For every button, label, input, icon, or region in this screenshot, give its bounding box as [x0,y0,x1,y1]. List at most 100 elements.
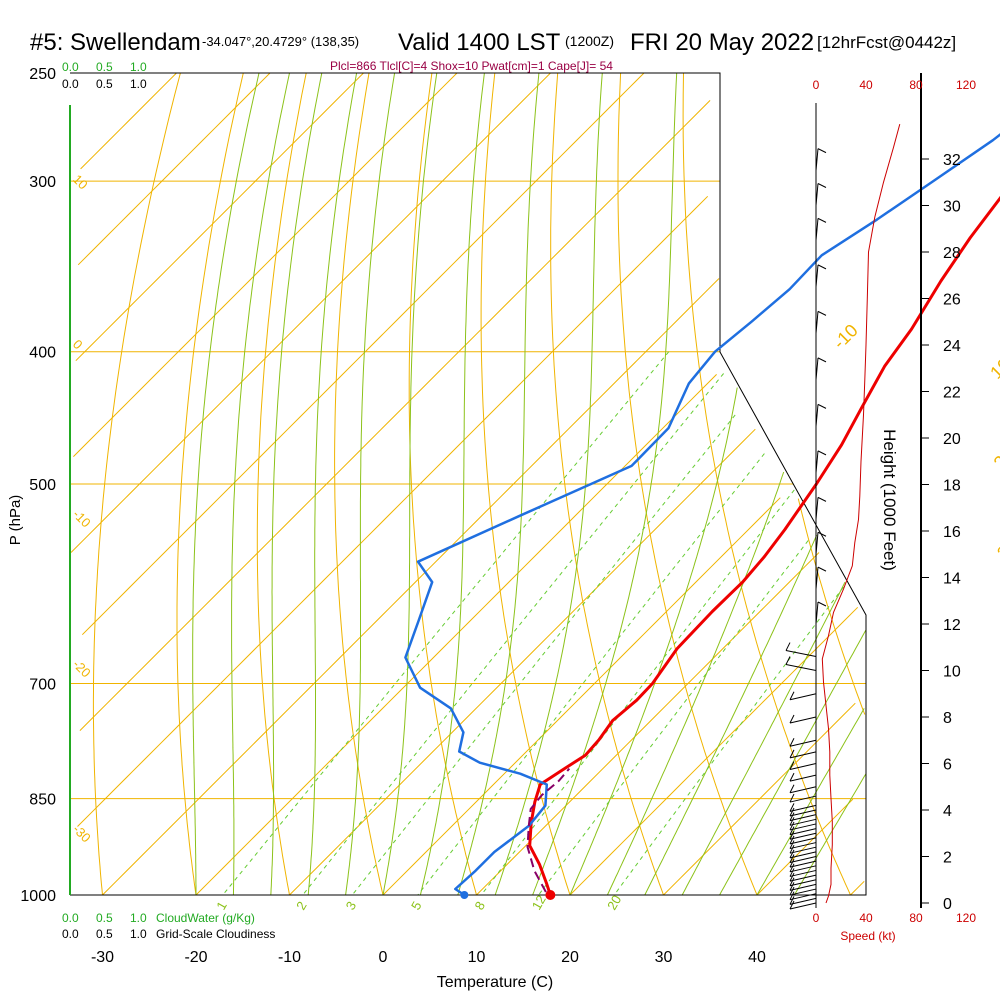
wind-barb-flag [817,264,827,270]
wind-barb [789,786,817,794]
y-axis-title: P (hPa) [7,495,24,546]
speed-bottom-tick: 120 [956,911,976,925]
x-tick-label: 0 [379,949,388,966]
wind-barb-flag [789,849,795,859]
cloud-bottom-tick: 0.5 [96,911,113,925]
wind-barb [815,404,819,427]
wind-barb [789,897,817,905]
wind-barb [815,532,819,555]
pressure-tick-label: 250 [29,66,56,83]
x-tick-label: 20 [561,949,579,966]
wind-barb [789,774,817,782]
wind-barb-flag [789,877,795,886]
height-tick-label: 28 [943,245,961,262]
x-tick-label: -10 [278,949,301,966]
height-tick-label: 18 [943,478,961,495]
height-tick-label: 2 [943,850,952,867]
wind-barb-flag [789,831,795,840]
isotherm-line [70,72,551,553]
wind-barb [789,832,817,840]
isotherm-line [102,278,720,896]
wind-barb-flag [817,183,827,188]
wind-barb [785,650,817,658]
header-title: #5: Swellendam [30,29,201,56]
wind-barb-flag [789,761,795,770]
wind-barb [789,846,817,854]
cloud-bottom-tick: 1.0 [130,911,147,925]
surface-dewpoint-marker [460,891,469,899]
moist-adiabat-line [270,72,323,896]
wind-barb-flag [789,863,795,873]
isotherm-line [756,798,854,896]
wind-barb [789,856,817,863]
moist-adiabat-line [307,72,358,896]
wind-barb-flag [789,807,795,817]
speed-top-tick: 80 [909,78,923,92]
pressure-tick-label: 400 [29,345,56,362]
sounding-parameters: Plcl=866 Tlcl[C]=4 Shox=10 Pwat[cm]=1 Ca… [330,59,613,73]
wind-barb [789,865,817,873]
dry-adiabat-line [408,72,477,896]
wind-barb [815,311,819,334]
mixing-ratio-line [480,489,795,896]
wind-barb-flag [817,566,827,572]
isotherm-line [80,72,177,170]
cloudiness-bottom-tick: 1.0 [130,927,147,941]
header-coords: -34.047°,20.4729° (138,35) [202,34,359,49]
wind-barb-flag [785,656,791,665]
height-tick-label: 4 [943,803,952,820]
x-tick-label: 30 [655,949,673,966]
wind-barb-flag [789,812,795,821]
wind-barb-flag [817,217,827,223]
moist-adiabat-line [231,72,290,896]
wind-barb-flag [789,803,795,812]
wind-barb-flag [789,868,795,877]
x-tick-label: -20 [184,949,207,966]
wind-barb-flag [789,691,795,700]
mixing-ratio-label: 3 [343,899,360,913]
wind-barb [789,874,817,882]
pressure-tick-label: 1000 [20,888,56,905]
wind-barb [789,751,817,759]
wind-barb [785,664,817,671]
height-tick-label: 8 [943,710,952,727]
isotherm-line [77,195,709,827]
wind-barb [815,183,819,206]
x-tick-label: 10 [468,949,486,966]
moist-adiabat-line [382,72,438,896]
height-tick-label: 32 [943,152,961,169]
mixing-ratio-line [302,373,724,896]
mixing-ratio-label: 12 [529,893,549,913]
moist-adiabat-line [719,630,867,896]
pressure-tick-label: 500 [29,477,56,494]
height-tick-label: 10 [943,664,961,681]
isotherm-line [79,100,711,731]
wind-barb [815,148,819,171]
wind-barb-flag [817,531,827,537]
cloud-top-tick: 1.0 [130,60,147,74]
moist-adiabat-line [345,72,396,896]
dry-adiabat-line [617,72,758,896]
wind-barb-flag [789,738,795,747]
moist-adiabat-line [192,72,260,895]
wind-barb [789,860,817,868]
wind-barb [815,567,819,590]
mixing-ratio-line [222,351,670,896]
adiabat-label: 0 [70,337,86,353]
wind-barb-flag [789,896,795,905]
plot-border [70,72,867,896]
height-tick-label: 22 [943,385,961,402]
wind-barb [789,809,817,817]
wind-barb-flag [789,772,795,782]
height-tick-label: 30 [943,199,961,216]
isotherm-line [195,374,717,896]
wind-barb [789,795,817,803]
wind-barb-flag [789,784,795,793]
isotherm-line [73,72,458,457]
mixing-ratio-label: 8 [471,899,488,913]
wind-barb-flag [789,858,795,868]
height-tick-label: 20 [943,431,961,448]
cloudwater-label: CloudWater (g/Kg) [156,911,255,925]
wind-barb [789,814,817,822]
wind-barb [789,823,817,831]
